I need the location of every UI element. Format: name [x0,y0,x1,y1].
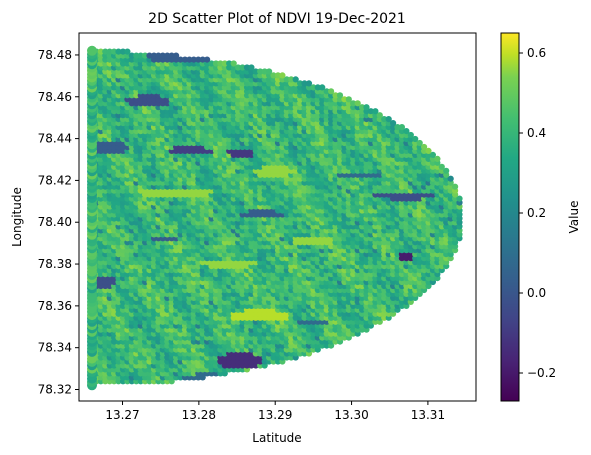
scatter-point [398,124,405,131]
scatter-point [363,104,370,111]
chart-title: 2D Scatter Plot of NDVI 19-Dec-2021 [148,11,406,27]
plot-area [78,32,477,402]
scatter-point [385,116,392,123]
scatter-points [87,45,463,391]
scatter-point [372,108,379,115]
